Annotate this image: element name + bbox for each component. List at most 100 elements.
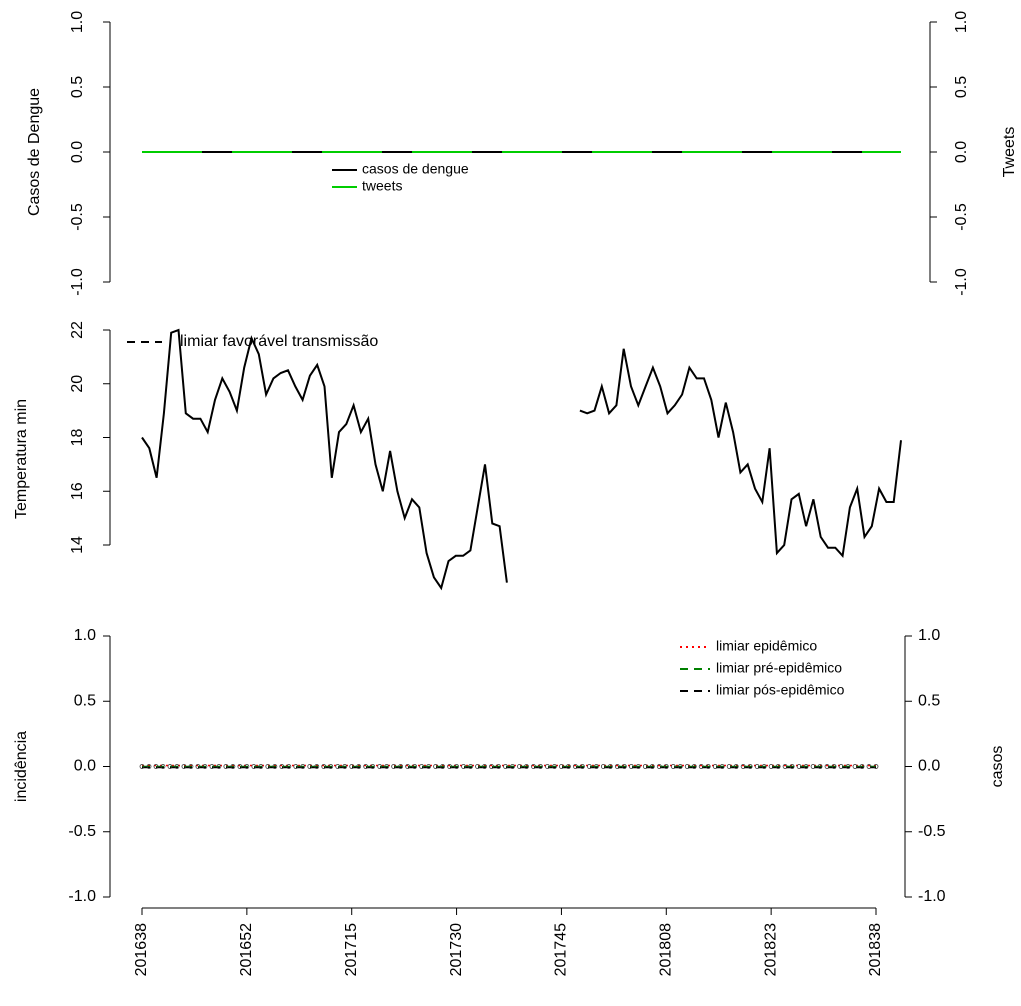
- incidence-point: [524, 764, 529, 769]
- incidence-point: [607, 764, 613, 769]
- x-tick-label: 201808: [658, 923, 675, 976]
- legend-label: limiar pós-epidêmico: [716, 682, 845, 698]
- y-axis-label: Temperatura min: [13, 399, 30, 519]
- incidence-point: [251, 764, 257, 769]
- incidence-point: [377, 764, 383, 769]
- y-tick-label: 0.0: [74, 758, 96, 775]
- incidence-point: [705, 764, 711, 769]
- incidence-point: [195, 764, 201, 769]
- incidence-point: [363, 764, 369, 769]
- incidence-point: [426, 764, 432, 769]
- incidence-point: [859, 764, 865, 769]
- incidence-point: [691, 764, 697, 769]
- incidence-point: [405, 764, 411, 769]
- incidence-point: [580, 764, 585, 769]
- incidence-point: [677, 764, 683, 769]
- incidence-point: [510, 764, 515, 769]
- incidence-point: [496, 764, 501, 769]
- incidence-point: [321, 764, 327, 769]
- incidence-point: [600, 764, 606, 769]
- y2-tick-label: -1.0: [918, 888, 946, 905]
- y-tick-label: 0.5: [69, 76, 86, 98]
- incidence-point: [810, 764, 816, 769]
- incidence-point: [174, 764, 180, 769]
- x-tick-label: 201838: [867, 923, 884, 976]
- incidence-point: [300, 764, 306, 769]
- incidence-point: [796, 764, 802, 769]
- y-tick-label: -0.5: [69, 203, 86, 231]
- incidence-point: [726, 764, 732, 769]
- incidence-point: [559, 764, 564, 769]
- incidence-point: [279, 764, 285, 769]
- y-axis-label: incidência: [13, 731, 30, 802]
- y2-tick-label: 0.0: [953, 141, 970, 163]
- incidence-point: [419, 764, 425, 769]
- legend-label: tweets: [362, 178, 402, 194]
- incidence-point: [531, 764, 536, 769]
- y-tick-label: 20: [69, 375, 86, 393]
- incidence-point: [482, 764, 487, 769]
- incidence-point: [642, 764, 648, 769]
- y2-tick-label: -0.5: [918, 823, 946, 840]
- incidence-point: [789, 764, 795, 769]
- legend-label: limiar epidêmico: [716, 638, 817, 654]
- incidence-point: [160, 764, 166, 769]
- x-tick-label: 201715: [343, 923, 360, 976]
- incidence-point: [754, 764, 760, 769]
- incidence-point: [852, 764, 858, 769]
- x-tick-label: 201823: [762, 923, 779, 976]
- incidence-point: [265, 764, 271, 769]
- incidence-point: [384, 764, 390, 769]
- incidence-point: [475, 764, 480, 769]
- incidence-point: [593, 764, 599, 769]
- incidence-point: [237, 764, 243, 769]
- incidence-point: [670, 764, 676, 769]
- incidence-point: [349, 764, 355, 769]
- incidence-point: [146, 764, 152, 769]
- y-tick-label: 18: [69, 429, 86, 447]
- legend-label: casos de dengue: [362, 161, 469, 177]
- y-tick-label: 0.5: [74, 692, 96, 709]
- incidence-point: [635, 764, 641, 769]
- incidence-point: [468, 764, 473, 769]
- y-tick-label: 14: [69, 536, 86, 554]
- incidence-point: [244, 764, 250, 769]
- y-tick-label: -0.5: [68, 823, 96, 840]
- incidence-point: [202, 764, 208, 769]
- incidence-point: [342, 764, 348, 769]
- x-tick-label: 201745: [553, 923, 570, 976]
- y2-tick-label: -0.5: [953, 203, 970, 231]
- temperature-line: [141, 328, 902, 591]
- incidence-point: [153, 764, 159, 769]
- y-axis-label: Casos de Dengue: [26, 88, 43, 216]
- legend-label: limiar pré-epidêmico: [716, 660, 842, 676]
- incidence-point: [803, 764, 809, 769]
- incidence-point: [503, 764, 508, 769]
- y-tick-label: 16: [69, 482, 86, 500]
- incidence-point: [356, 764, 362, 769]
- incidence-point: [866, 764, 872, 769]
- incidence-point: [314, 764, 320, 769]
- y2-tick-label: 0.5: [953, 76, 970, 98]
- incidence-point: [335, 764, 341, 769]
- x-tick-label: 201652: [238, 923, 255, 976]
- incidence-point: [552, 764, 557, 769]
- incidence-point: [614, 764, 620, 769]
- y-tick-label: 0.0: [69, 141, 86, 163]
- incidence-point: [628, 764, 634, 769]
- incidence-point: [167, 764, 173, 769]
- incidence-point: [782, 764, 788, 769]
- y2-axis-label: Tweets: [1001, 127, 1018, 178]
- incidence-point: [258, 764, 264, 769]
- incidence-point: [573, 764, 578, 769]
- incidence-point: [775, 764, 781, 769]
- incidence-point: [747, 764, 753, 769]
- incidence-point: [838, 764, 844, 769]
- incidence-point: [447, 764, 452, 769]
- incidence-point: [461, 764, 466, 769]
- incidence-point: [621, 764, 627, 769]
- incidence-point: [698, 764, 704, 769]
- incidence-point: [391, 764, 397, 769]
- incidence-point: [454, 764, 459, 769]
